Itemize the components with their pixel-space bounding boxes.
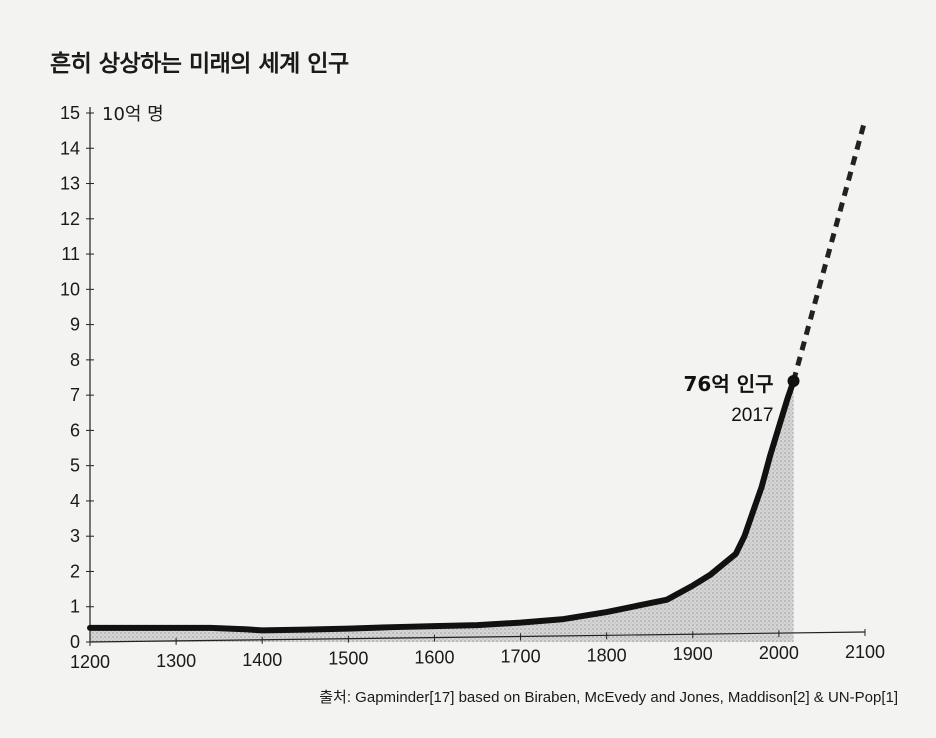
y-tick-label: 4 <box>70 491 80 511</box>
y-tick-label: 0 <box>70 632 80 652</box>
chart-title: 흔히 상상하는 미래의 세계 인구 <box>50 51 349 77</box>
y-tick-label: 14 <box>60 138 80 158</box>
annotation-year: 2017 <box>731 405 773 426</box>
projection-dashed-line <box>791 119 868 382</box>
y-tick-label: 8 <box>70 350 80 370</box>
x-tick-label: 1800 <box>587 645 627 665</box>
y-tick-label: 3 <box>70 526 80 546</box>
historical-area-fill <box>90 381 794 642</box>
x-tick-label: 1300 <box>156 651 196 671</box>
y-tick-label: 6 <box>70 420 80 440</box>
x-tick-label: 1900 <box>673 644 713 664</box>
x-tick-label: 1400 <box>242 650 282 670</box>
x-tick-label: 1200 <box>70 652 110 672</box>
x-tick-label: 1600 <box>414 648 454 668</box>
y-tick-label: 10 <box>60 279 80 299</box>
y-tick-label: 2 <box>70 561 80 581</box>
y-tick-label: 7 <box>70 385 80 405</box>
x-axis-line <box>89 631 866 643</box>
y-axis-unit-label: 10억 명 <box>102 104 164 125</box>
x-tick-label: 1500 <box>328 649 368 669</box>
y-tick-label: 1 <box>70 597 80 617</box>
historical-population-line <box>87 378 797 634</box>
x-tick-label: 2100 <box>845 642 885 662</box>
y-tick-label: 15 <box>60 103 80 123</box>
current-population-point <box>787 375 800 388</box>
source-note: 출처: Gapminder[17] based on Biraben, McEv… <box>319 689 898 706</box>
x-tick-label: 1700 <box>501 646 541 666</box>
annotation-label: 76억 인구 <box>684 372 774 396</box>
y-tick-label: 9 <box>70 315 80 335</box>
y-tick-label: 5 <box>70 456 80 476</box>
y-tick-label: 12 <box>60 209 80 229</box>
y-tick-label: 13 <box>60 174 80 194</box>
x-tick-label: 2000 <box>759 643 799 663</box>
y-tick-label: 11 <box>61 244 80 264</box>
